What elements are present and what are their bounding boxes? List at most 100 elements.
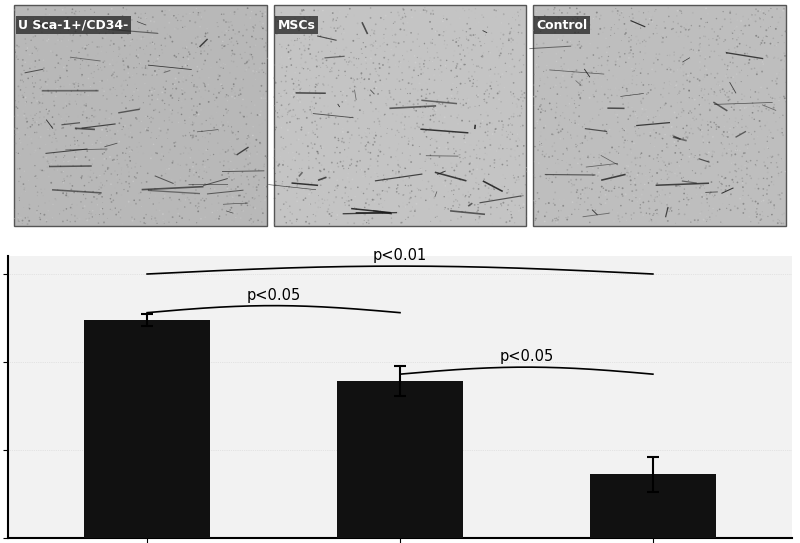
- Point: [42, 106, 54, 115]
- Point: [198, 41, 210, 50]
- Point: [470, 165, 483, 173]
- Point: [283, 202, 296, 211]
- Point: [50, 84, 63, 93]
- Point: [81, 117, 94, 125]
- Point: [622, 33, 635, 42]
- Point: [134, 14, 147, 23]
- Point: [329, 186, 342, 194]
- Point: [350, 97, 363, 105]
- Point: [670, 150, 683, 159]
- Point: [169, 24, 182, 33]
- Point: [329, 59, 342, 67]
- Point: [276, 112, 289, 121]
- Point: [50, 16, 62, 25]
- Point: [19, 130, 32, 139]
- Point: [580, 74, 593, 83]
- Point: [766, 94, 779, 103]
- Point: [558, 114, 571, 123]
- Point: [745, 130, 758, 138]
- Point: [245, 50, 258, 59]
- Point: [637, 211, 650, 219]
- Point: [11, 111, 24, 120]
- Point: [486, 130, 499, 138]
- Point: [734, 146, 746, 155]
- Point: [605, 24, 618, 33]
- Point: [481, 150, 494, 159]
- Point: [98, 174, 111, 182]
- Point: [132, 148, 145, 156]
- Point: [178, 89, 191, 97]
- Point: [290, 17, 302, 26]
- Point: [528, 81, 541, 90]
- Point: [762, 154, 774, 162]
- Point: [721, 4, 734, 13]
- Point: [774, 218, 786, 226]
- Point: [658, 100, 671, 109]
- Point: [227, 166, 240, 174]
- Point: [540, 174, 553, 182]
- Point: [83, 25, 96, 34]
- Point: [420, 146, 433, 155]
- Point: [249, 166, 262, 174]
- Point: [166, 159, 179, 167]
- Point: [721, 192, 734, 200]
- Point: [237, 31, 250, 40]
- Point: [210, 93, 223, 102]
- Point: [618, 138, 630, 147]
- Point: [283, 118, 296, 127]
- Point: [58, 176, 71, 185]
- Point: [470, 141, 483, 149]
- Point: [504, 28, 517, 37]
- Point: [282, 204, 294, 213]
- Point: [28, 14, 41, 23]
- Point: [773, 96, 786, 105]
- Point: [416, 163, 429, 172]
- Point: [437, 179, 450, 187]
- Point: [385, 153, 398, 161]
- Point: [482, 111, 494, 120]
- Point: [241, 131, 254, 140]
- Point: [742, 212, 755, 221]
- Point: [761, 186, 774, 194]
- Point: [269, 169, 282, 178]
- Point: [10, 41, 23, 50]
- Point: [751, 132, 764, 141]
- Point: [69, 137, 82, 146]
- Point: [616, 8, 629, 16]
- Point: [722, 128, 735, 137]
- Point: [323, 210, 336, 218]
- Point: [694, 15, 707, 23]
- Point: [770, 24, 782, 33]
- Point: [462, 188, 474, 197]
- Point: [761, 137, 774, 146]
- Point: [767, 34, 780, 43]
- Point: [675, 108, 688, 117]
- Point: [179, 36, 192, 45]
- Point: [618, 32, 631, 41]
- Point: [117, 149, 130, 157]
- Point: [533, 194, 546, 203]
- Point: [485, 78, 498, 87]
- Point: [75, 173, 88, 182]
- Point: [329, 92, 342, 100]
- Point: [12, 214, 25, 223]
- Point: [127, 87, 140, 96]
- Point: [321, 195, 334, 204]
- Point: [470, 207, 483, 216]
- Point: [534, 172, 547, 181]
- Point: [610, 91, 623, 100]
- Point: [337, 128, 350, 136]
- Point: [714, 179, 727, 188]
- Point: [71, 136, 84, 145]
- Point: [696, 93, 709, 102]
- Point: [204, 129, 217, 138]
- Point: [339, 183, 352, 192]
- Point: [496, 70, 509, 79]
- Point: [117, 3, 130, 12]
- Point: [41, 31, 54, 40]
- Point: [153, 124, 166, 132]
- Point: [557, 31, 570, 40]
- Point: [40, 105, 53, 114]
- Point: [346, 112, 358, 121]
- Point: [243, 151, 256, 160]
